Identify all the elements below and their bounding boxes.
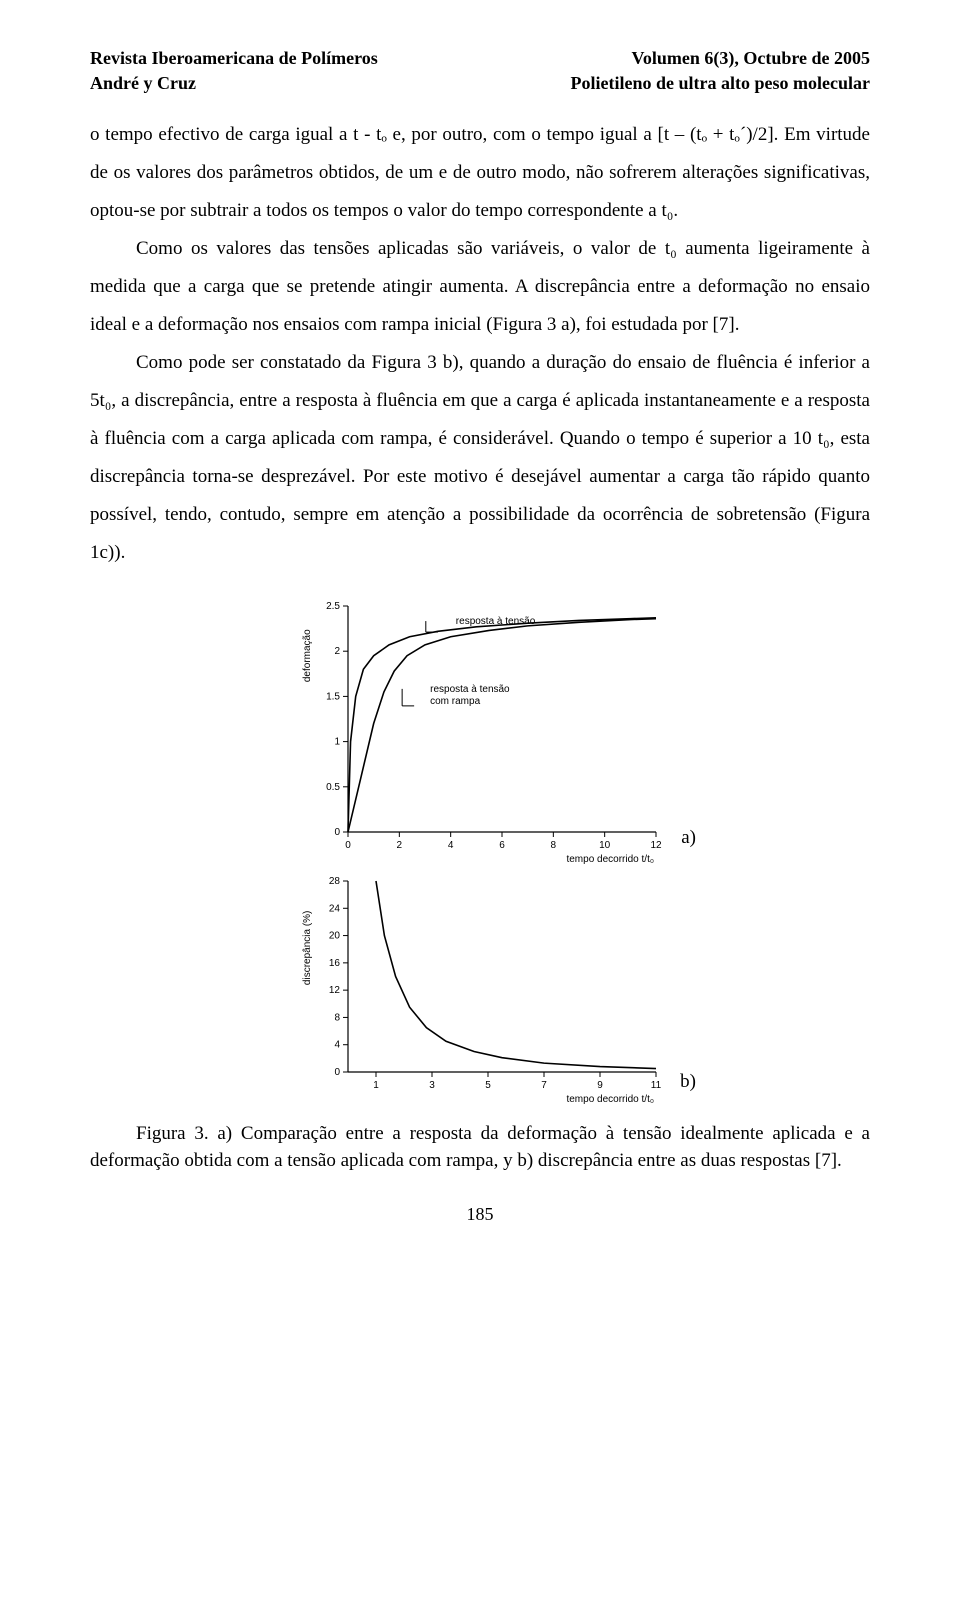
svg-text:1: 1 bbox=[334, 737, 340, 748]
svg-text:16: 16 bbox=[329, 958, 341, 969]
svg-text:1.5: 1.5 bbox=[326, 691, 340, 702]
svg-text:3: 3 bbox=[429, 1080, 435, 1091]
authors: André y Cruz bbox=[90, 73, 196, 94]
page-subheader: André y Cruz Polietileno de ultra alto p… bbox=[90, 73, 870, 94]
figure-b-label: b) bbox=[680, 1071, 696, 1093]
svg-text:4: 4 bbox=[448, 840, 454, 851]
svg-text:7: 7 bbox=[541, 1080, 547, 1091]
svg-text:12: 12 bbox=[329, 985, 341, 996]
chart-a-svg: 0 2 4 6 8 10 12 0 0.5 1 1.5 2 2.5 tempo decorrido t/t… bbox=[290, 596, 670, 866]
svg-text:6: 6 bbox=[499, 840, 505, 851]
svg-text:10: 10 bbox=[599, 840, 611, 851]
svg-text:tempo decorrido t/t₀: tempo decorrido t/t₀ bbox=[566, 854, 654, 865]
svg-text:24: 24 bbox=[329, 903, 341, 914]
svg-text:resposta à tensão: resposta à tensão bbox=[430, 684, 510, 695]
svg-text:resposta à tensão: resposta à tensão bbox=[456, 616, 536, 627]
svg-text:0: 0 bbox=[345, 840, 351, 851]
chart-b-svg: 1 3 5 7 9 11 0 4 8 12 16 20 24 28 tempo decorrido t/t₀… bbox=[290, 871, 670, 1106]
svg-text:5: 5 bbox=[485, 1080, 491, 1091]
svg-text:8: 8 bbox=[334, 1012, 340, 1023]
paragraph-1: o tempo efectivo de carga igual a t - tₒ… bbox=[90, 116, 870, 230]
svg-text:2.5: 2.5 bbox=[326, 601, 340, 612]
svg-text:12: 12 bbox=[650, 840, 662, 851]
svg-text:0.5: 0.5 bbox=[326, 782, 340, 793]
svg-text:2: 2 bbox=[334, 646, 340, 657]
paragraph-3: Como pode ser constatado da Figura 3 b),… bbox=[90, 344, 870, 572]
page-header: Revista Iberoamericana de Polímeros Volu… bbox=[90, 48, 870, 69]
svg-text:0: 0 bbox=[334, 827, 340, 838]
topic: Polietileno de ultra alto peso molecular bbox=[571, 73, 870, 94]
svg-text:com rampa: com rampa bbox=[430, 696, 480, 707]
svg-text:0: 0 bbox=[334, 1067, 340, 1078]
paragraph-2: Como os valores das tensões aplicadas sã… bbox=[90, 230, 870, 344]
svg-text:tempo decorrido t/t₀: tempo decorrido t/t₀ bbox=[566, 1094, 654, 1105]
figure-caption: Figura 3. a) Comparação entre a resposta… bbox=[90, 1121, 870, 1174]
svg-text:9: 9 bbox=[597, 1080, 603, 1091]
figures-block: 02468101200.511.522.5tempo decorrido t/t… bbox=[90, 596, 870, 1111]
figure-3a: 0 2 4 6 8 10 12 0 0.5 1 1.5 2 2.5 tempo decorrido t/t… bbox=[290, 596, 670, 871]
journal-title: Revista Iberoamericana de Polímeros bbox=[90, 48, 378, 69]
svg-text:8: 8 bbox=[551, 840, 557, 851]
svg-text:28: 28 bbox=[329, 876, 341, 887]
figure-a-label: a) bbox=[681, 827, 696, 849]
svg-text:discrepância (%): discrepância (%) bbox=[302, 911, 313, 985]
svg-text:20: 20 bbox=[329, 931, 341, 942]
svg-text:11: 11 bbox=[651, 1080, 662, 1091]
issue-info: Volumen 6(3), Octubre de 2005 bbox=[632, 48, 871, 69]
svg-text:1: 1 bbox=[373, 1080, 379, 1091]
figure-3b: 1 3 5 7 9 11 0 4 8 12 16 20 24 28 tempo decorrido t/t₀… bbox=[290, 871, 670, 1111]
svg-text:deformação: deformação bbox=[302, 629, 313, 682]
body-text: o tempo efectivo de carga igual a t - tₒ… bbox=[90, 116, 870, 572]
page-number: 185 bbox=[90, 1204, 870, 1225]
svg-text:2: 2 bbox=[397, 840, 403, 851]
svg-text:4: 4 bbox=[334, 1040, 340, 1051]
